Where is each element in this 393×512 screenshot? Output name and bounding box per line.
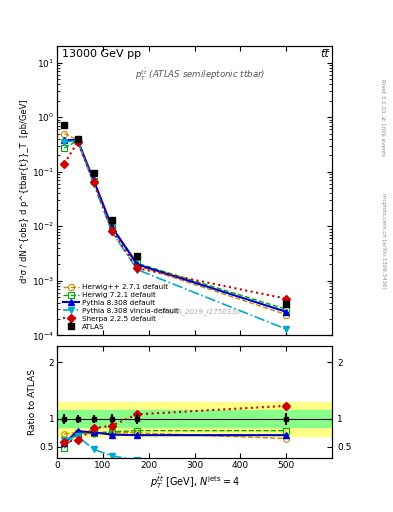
Line: Herwig 7.2.1 default: Herwig 7.2.1 default [61, 138, 289, 312]
Herwig 7.2.1 default [91, 178, 96, 184]
Line: Pythia 8.308 vincia-default: Pythia 8.308 vincia-default [61, 138, 289, 332]
Herwig 7.2.1 default [110, 224, 114, 230]
Pythia 8.308 default [62, 137, 67, 143]
Herwig 7.2.1 default [62, 145, 67, 151]
Pythia 8.308 default [284, 309, 288, 315]
Pythia 8.308 default [110, 224, 114, 230]
Line: Herwig++ 2.7.1 default: Herwig++ 2.7.1 default [61, 131, 289, 318]
Bar [57, 402, 332, 436]
Herwig++ 2.7.1 default [135, 263, 140, 269]
Pythia 8.308 vincia-default [284, 326, 288, 332]
Y-axis label: Ratio to ATLAS: Ratio to ATLAS [28, 369, 37, 435]
Line: Sherpa 2.2.5 default: Sherpa 2.2.5 default [61, 139, 289, 302]
Bar [57, 411, 332, 427]
Text: tt̅: tt̅ [321, 49, 329, 59]
Herwig 7.2.1 default [75, 138, 80, 144]
Pythia 8.308 default [91, 177, 96, 183]
Sherpa 2.2.5 default [91, 179, 96, 185]
Text: 13000 GeV pp: 13000 GeV pp [62, 49, 141, 59]
Sherpa 2.2.5 default [62, 161, 67, 167]
Pythia 8.308 vincia-default [91, 181, 96, 187]
Herwig++ 2.7.1 default [91, 179, 96, 185]
Pythia 8.308 default [135, 261, 140, 267]
Legend: Herwig++ 2.7.1 default, Herwig 7.2.1 default, Pythia 8.308 default, Pythia 8.308: Herwig++ 2.7.1 default, Herwig 7.2.1 def… [61, 282, 180, 332]
Text: mcplots.cern.ch [arXiv:1306.3436]: mcplots.cern.ch [arXiv:1306.3436] [381, 193, 386, 288]
Herwig++ 2.7.1 default [62, 131, 67, 137]
Text: ATLAS_2019_I1750330: ATLAS_2019_I1750330 [160, 308, 240, 315]
Pythia 8.308 vincia-default [75, 138, 80, 144]
Pythia 8.308 vincia-default [110, 229, 114, 235]
Herwig 7.2.1 default [135, 260, 140, 266]
Herwig++ 2.7.1 default [75, 137, 80, 143]
Pythia 8.308 vincia-default [62, 139, 67, 145]
Text: $p_T^{t\bar{t}}$ (ATLAS semileptonic ttbar): $p_T^{t\bar{t}}$ (ATLAS semileptonic ttb… [135, 67, 265, 82]
Pythia 8.308 default [75, 137, 80, 143]
Text: Rivet 3.1.10, ≥ 100k events: Rivet 3.1.10, ≥ 100k events [381, 79, 386, 156]
Pythia 8.308 vincia-default [135, 267, 140, 273]
Sherpa 2.2.5 default [75, 139, 80, 145]
Sherpa 2.2.5 default [284, 295, 288, 302]
Sherpa 2.2.5 default [135, 265, 140, 271]
Herwig++ 2.7.1 default [284, 311, 288, 317]
Herwig++ 2.7.1 default [110, 225, 114, 231]
Line: Pythia 8.308 default: Pythia 8.308 default [61, 137, 289, 315]
X-axis label: $p^{\bar{t}t}_{T}$ [GeV], $N^{\rm jets} = 4$: $p^{\bar{t}t}_{T}$ [GeV], $N^{\rm jets} … [150, 473, 239, 491]
Sherpa 2.2.5 default [110, 227, 114, 233]
Y-axis label: d²σ / dN^{obs} d p^{tbar{t}}_T  [pb/GeV]: d²σ / dN^{obs} d p^{tbar{t}}_T [pb/GeV] [20, 99, 29, 283]
Herwig 7.2.1 default [284, 306, 288, 312]
